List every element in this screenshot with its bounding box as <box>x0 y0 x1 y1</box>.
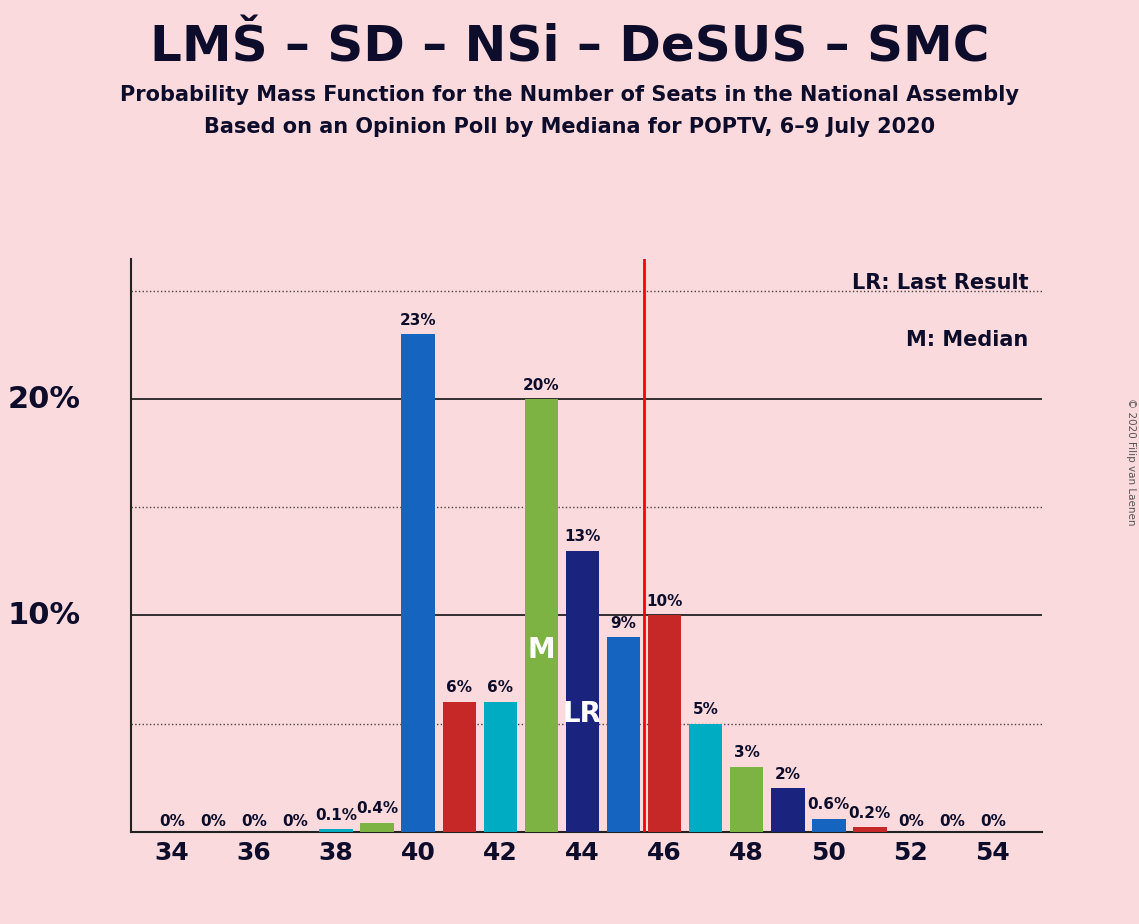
Text: M: Median: M: Median <box>907 331 1029 350</box>
Text: LMŠ – SD – NSi – DeSUS – SMC: LMŠ – SD – NSi – DeSUS – SMC <box>149 23 990 71</box>
Text: 5%: 5% <box>693 702 719 717</box>
Text: 10%: 10% <box>647 594 682 609</box>
Bar <box>484 702 517 832</box>
Bar <box>689 723 722 832</box>
Text: 0%: 0% <box>159 814 185 830</box>
Text: 0%: 0% <box>898 814 924 830</box>
Text: M: M <box>527 636 555 664</box>
Bar <box>730 767 763 832</box>
Text: 0.6%: 0.6% <box>808 797 850 812</box>
Bar <box>360 823 394 832</box>
Bar <box>566 551 599 832</box>
Text: 6%: 6% <box>446 680 473 696</box>
Text: 3%: 3% <box>734 746 760 760</box>
Text: Based on an Opinion Poll by Mediana for POPTV, 6–9 July 2020: Based on an Opinion Poll by Mediana for … <box>204 117 935 138</box>
Text: 23%: 23% <box>400 313 436 328</box>
Text: 0.1%: 0.1% <box>316 808 358 823</box>
Text: 0%: 0% <box>241 814 267 830</box>
Text: Probability Mass Function for the Number of Seats in the National Assembly: Probability Mass Function for the Number… <box>120 85 1019 105</box>
Bar <box>607 637 640 832</box>
Text: 6%: 6% <box>487 680 514 696</box>
Bar <box>771 788 804 832</box>
Text: 2%: 2% <box>775 767 801 782</box>
Bar <box>812 819 845 832</box>
Text: LR: Last Result: LR: Last Result <box>852 274 1029 293</box>
Bar <box>443 702 476 832</box>
Text: © 2020 Filip van Laenen: © 2020 Filip van Laenen <box>1126 398 1136 526</box>
Text: 0%: 0% <box>282 814 309 830</box>
Text: 0%: 0% <box>939 814 965 830</box>
Text: 0.2%: 0.2% <box>849 806 891 821</box>
Bar <box>525 399 558 832</box>
Text: 0%: 0% <box>200 814 226 830</box>
Text: 13%: 13% <box>564 529 600 544</box>
Text: LR: LR <box>563 699 603 727</box>
Text: 20%: 20% <box>523 378 559 393</box>
Text: 0%: 0% <box>980 814 1006 830</box>
Text: 20%: 20% <box>8 384 81 414</box>
Bar <box>401 334 435 832</box>
Bar <box>319 830 353 832</box>
Bar <box>853 827 886 832</box>
Text: 10%: 10% <box>8 601 81 630</box>
Bar <box>648 615 681 832</box>
Text: 9%: 9% <box>611 615 637 630</box>
Text: 0.4%: 0.4% <box>357 801 399 817</box>
